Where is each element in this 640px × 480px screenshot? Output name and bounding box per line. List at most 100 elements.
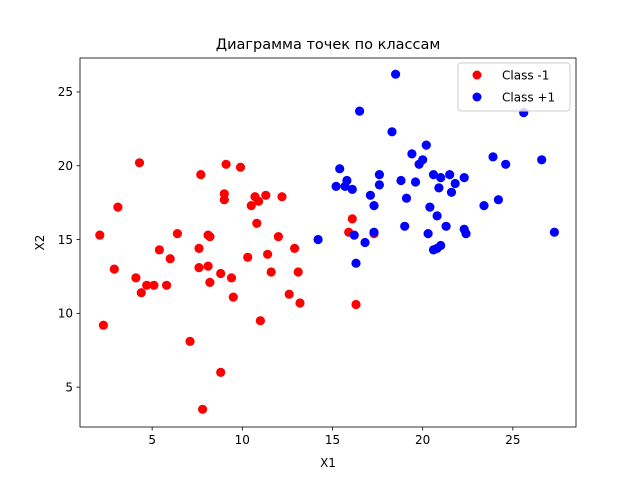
y-axis-title: X2	[33, 235, 47, 251]
point-class-pos-46	[537, 155, 547, 165]
plot-area	[80, 58, 576, 427]
x-tick-label-5: 5	[148, 433, 156, 447]
point-class-neg-11	[165, 254, 175, 264]
point-class-pos-34	[441, 221, 451, 231]
point-class-neg-9	[154, 245, 164, 255]
x-tick-label-15: 15	[325, 433, 340, 447]
point-class-pos-11	[369, 201, 379, 211]
point-class-neg-17	[198, 404, 208, 414]
point-class-neg-31	[246, 201, 256, 211]
point-class-neg-6	[136, 288, 146, 298]
point-class-pos-32	[436, 173, 446, 183]
x-axis-title: X1	[320, 456, 336, 470]
point-class-neg-38	[266, 267, 276, 277]
point-class-neg-2	[109, 264, 119, 274]
points-layer	[95, 69, 560, 414]
x-axis-ticks: 5 10 15 20 25	[148, 427, 521, 447]
point-class-pos-29	[432, 211, 442, 221]
point-class-neg-4	[131, 273, 141, 283]
y-tick-label-10: 10	[58, 307, 73, 321]
y-tick-label-25: 25	[58, 85, 73, 99]
point-class-neg-21	[205, 232, 215, 242]
point-class-pos-17	[396, 175, 406, 186]
point-class-pos-35	[445, 170, 455, 180]
point-class-pos-12	[369, 227, 379, 237]
x-tick-label-20: 20	[415, 433, 430, 447]
point-class-neg-35	[255, 316, 265, 326]
point-class-neg-20	[205, 277, 215, 287]
point-class-neg-10	[162, 280, 172, 290]
legend-box	[457, 62, 571, 112]
point-class-pos-24	[421, 140, 431, 150]
point-class-neg-47	[351, 299, 361, 310]
point-class-pos-37	[450, 178, 460, 189]
point-class-neg-18	[203, 261, 213, 271]
point-class-neg-46	[347, 214, 357, 224]
point-class-pos-8	[355, 106, 365, 116]
point-class-pos-18	[400, 221, 410, 231]
point-class-neg-16	[196, 170, 206, 180]
point-class-neg-43	[293, 267, 303, 277]
point-class-pos-36	[446, 187, 457, 197]
point-class-neg-5	[134, 158, 145, 168]
legend: Class -1 Class +1	[457, 62, 571, 112]
point-class-neg-14	[194, 243, 204, 253]
point-class-neg-26	[221, 159, 231, 169]
legend-marker-class-neg	[472, 70, 482, 80]
point-class-neg-22	[216, 268, 226, 279]
point-class-neg-25	[219, 189, 229, 199]
point-class-neg-13	[185, 336, 195, 346]
point-class-pos-25	[423, 229, 433, 239]
point-class-pos-41	[479, 201, 489, 211]
plot-frame	[79, 57, 577, 428]
x-tick-label-25: 25	[505, 433, 520, 447]
point-class-neg-44	[295, 298, 305, 308]
point-class-neg-30	[243, 252, 253, 262]
point-class-neg-40	[277, 192, 287, 202]
axes-layer	[79, 57, 577, 428]
point-class-neg-1	[98, 320, 108, 330]
point-class-pos-9	[360, 237, 370, 248]
point-class-pos-5	[347, 184, 357, 194]
point-class-pos-33	[436, 240, 446, 251]
point-class-pos-16	[391, 69, 401, 79]
point-class-pos-14	[374, 170, 384, 180]
point-class-pos-26	[425, 202, 435, 212]
legend-marker-class-pos	[472, 92, 482, 102]
point-class-neg-7	[142, 280, 152, 290]
point-class-pos-23	[418, 155, 428, 165]
point-class-neg-42	[290, 243, 300, 253]
point-class-neg-0	[95, 230, 105, 240]
point-class-neg-34	[254, 196, 264, 206]
legend-label-class-pos: Class +1	[502, 91, 555, 105]
point-class-pos-6	[349, 230, 359, 240]
point-class-neg-29	[235, 162, 246, 172]
point-class-neg-37	[263, 249, 273, 259]
point-class-pos-38	[459, 173, 469, 183]
point-class-neg-36	[261, 190, 271, 200]
point-class-neg-15	[194, 263, 204, 273]
y-tick-label-15: 15	[58, 233, 73, 247]
point-class-pos-19	[401, 193, 412, 203]
point-class-neg-12	[172, 229, 182, 239]
point-class-neg-33	[252, 218, 262, 228]
point-class-neg-23	[216, 367, 226, 377]
point-class-pos-1	[331, 181, 341, 191]
point-class-neg-39	[273, 232, 283, 242]
legend-label-class-neg: Class -1	[502, 69, 549, 83]
point-class-neg-41	[284, 289, 294, 299]
y-tick-label-5: 5	[65, 380, 73, 394]
point-class-pos-27	[428, 170, 439, 180]
x-tick-label-10: 10	[235, 433, 250, 447]
point-class-pos-13	[374, 180, 384, 190]
point-class-neg-8	[149, 280, 159, 290]
point-class-pos-47	[549, 227, 560, 237]
point-class-pos-0	[313, 234, 323, 245]
point-class-pos-31	[434, 183, 444, 193]
point-class-pos-10	[365, 190, 375, 200]
point-class-neg-3	[113, 202, 123, 212]
point-class-pos-42	[488, 152, 498, 162]
point-class-pos-2	[335, 164, 345, 174]
point-class-pos-43	[493, 195, 503, 205]
